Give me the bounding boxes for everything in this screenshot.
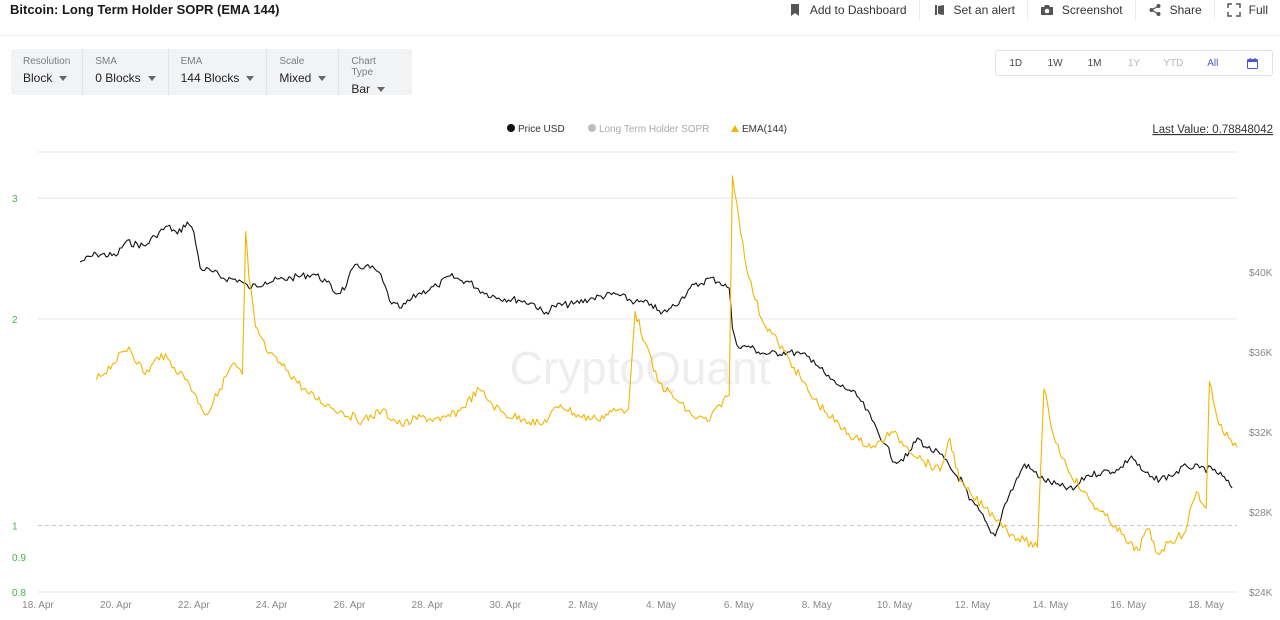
resolution-value: Block	[23, 71, 53, 85]
x-tick-label: 18. May	[1188, 600, 1224, 611]
legend-item[interactable]: Long Term Holder SOPR	[588, 124, 709, 135]
header-actions: Add to Dashboard Set an alert Screenshot…	[776, 0, 1280, 22]
x-tick-label: 8. May	[802, 600, 832, 611]
add-to-dashboard-button[interactable]: Add to Dashboard	[776, 0, 919, 20]
chart-legend: Price USD Long Term Holder SOPR EMA(144)	[507, 124, 787, 135]
set-alert-button[interactable]: Set an alert	[918, 0, 1027, 20]
caret-down-icon	[377, 86, 386, 92]
add-to-dashboard-label: Add to Dashboard	[809, 3, 907, 17]
ema-select[interactable]: EMA 144 Blocks	[167, 49, 267, 95]
scale-label: Scale	[279, 56, 305, 67]
x-tick-label: 24. Apr	[256, 600, 288, 611]
share-button[interactable]: Share	[1134, 0, 1214, 20]
chart-type-select[interactable]: Chart Type Bar	[338, 49, 412, 96]
right-tick-label: $28K	[1249, 508, 1273, 519]
chart-series	[79, 175, 1238, 555]
price-usd-line	[79, 221, 1233, 537]
watermark: CryptoQuant	[510, 342, 771, 394]
x-axis: 18. Apr 20. Apr 22. Apr 24. Apr 26. Apr 28. A…	[22, 600, 1224, 611]
dot-icon	[588, 124, 596, 132]
right-tick-label: $36K	[1249, 348, 1273, 359]
x-tick-label: 22. Apr	[178, 600, 210, 611]
x-tick-label: 30. Apr	[489, 600, 521, 611]
right-tick-label: $32K	[1249, 428, 1273, 439]
x-tick-label: 16. May	[1111, 600, 1147, 611]
x-tick-label: 4. May	[646, 600, 676, 611]
range-selector: 1D 1W 1M 1Y YTD All	[995, 50, 1273, 76]
chart-controls: Resolution Block SMA 0 Blocks EMA 144 Bl…	[11, 49, 412, 96]
resolution-label: Resolution	[23, 56, 71, 67]
right-tick-label: $40K	[1249, 268, 1273, 279]
x-tick-label: 28. Apr	[412, 600, 444, 611]
left-tick-label: 0.8	[12, 588, 26, 599]
chart-grid	[38, 151, 1237, 593]
range-1d-button[interactable]: 1D	[1009, 57, 1023, 69]
left-tick-label: 2	[12, 315, 18, 326]
caret-down-icon	[59, 75, 68, 81]
bookmark-icon	[788, 3, 802, 17]
x-tick-label: 14. May	[1033, 600, 1069, 611]
bell-icon	[932, 3, 946, 17]
chart-area: CryptoQuant Price USD Long Term Holder SO…	[12, 124, 1273, 611]
scale-select[interactable]: Scale Mixed	[266, 49, 338, 95]
legend-label: Price USD	[518, 124, 565, 135]
set-alert-label: Set an alert	[953, 3, 1015, 17]
header-bar: Bitcoin: Long Term Holder SOPR (EMA 144)…	[0, 0, 1280, 36]
full-button[interactable]: Full	[1213, 0, 1280, 20]
range-ytd-button[interactable]: YTD	[1163, 57, 1184, 69]
calendar-button[interactable]	[1233, 51, 1272, 75]
full-label: Full	[1248, 3, 1268, 17]
range-1y-button[interactable]: 1Y	[1127, 57, 1141, 69]
x-tick-label: 26. Apr	[334, 600, 366, 611]
ema-value: 144 Blocks	[180, 71, 240, 85]
triangle-icon	[731, 125, 739, 132]
left-tick-label: 3	[12, 194, 18, 205]
x-tick-label: 10. May	[877, 600, 913, 611]
x-tick-label: 2. May	[568, 600, 598, 611]
sma-select[interactable]: SMA 0 Blocks	[82, 49, 167, 95]
caret-down-icon	[246, 75, 255, 81]
resolution-select[interactable]: Resolution Block	[11, 49, 82, 95]
x-tick-label: 18. Apr	[22, 600, 54, 611]
ema-144-line	[95, 175, 1238, 555]
expand-icon	[1226, 3, 1241, 17]
share-icon	[1148, 3, 1162, 17]
left-tick-label: 1	[12, 521, 18, 532]
legend-label: EMA(144)	[742, 124, 787, 135]
x-tick-label: 20. Apr	[100, 600, 132, 611]
range-all-button[interactable]: All	[1207, 57, 1219, 69]
legend-item[interactable]: Price USD	[507, 124, 565, 135]
legend-item[interactable]: EMA(144)	[731, 124, 787, 135]
caret-down-icon	[147, 75, 156, 81]
chart-type-value: Bar	[351, 82, 371, 96]
ema-label: EMA	[180, 56, 203, 67]
camera-icon	[1040, 3, 1054, 17]
right-tick-label: $24K	[1249, 588, 1273, 599]
calendar-icon	[1246, 57, 1258, 69]
x-tick-label: 12. May	[955, 600, 991, 611]
screenshot-label: Screenshot	[1061, 3, 1123, 17]
left-tick-label: 0.9	[12, 553, 26, 564]
sma-label: SMA	[95, 56, 117, 67]
legend-label: Long Term Holder SOPR	[599, 124, 709, 135]
right-axis: $40K $36K $32K $28K $24K	[1249, 268, 1273, 599]
scale-value: Mixed	[279, 71, 312, 85]
chart-type-label: Chart Type	[351, 56, 376, 78]
range-1m-button[interactable]: 1M	[1087, 57, 1102, 69]
caret-down-icon	[318, 75, 327, 81]
left-axis: 3 2 1 0.9 0.8	[12, 194, 26, 599]
share-label: Share	[1169, 3, 1202, 17]
x-tick-label: 6. May	[724, 600, 754, 611]
sma-value: 0 Blocks	[95, 71, 141, 85]
dot-icon	[507, 124, 515, 132]
last-value-label[interactable]: Last Value: 0.78848042	[1152, 124, 1273, 136]
range-1w-button[interactable]: 1W	[1047, 57, 1063, 69]
page-title: Bitcoin: Long Term Holder SOPR (EMA 144)	[10, 2, 280, 17]
screenshot-button[interactable]: Screenshot	[1026, 0, 1135, 20]
